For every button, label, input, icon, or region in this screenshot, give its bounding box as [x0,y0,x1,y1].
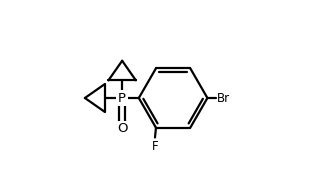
Text: Br: Br [217,92,230,104]
Text: F: F [152,141,158,153]
Text: P: P [118,92,126,104]
Text: O: O [117,122,127,135]
